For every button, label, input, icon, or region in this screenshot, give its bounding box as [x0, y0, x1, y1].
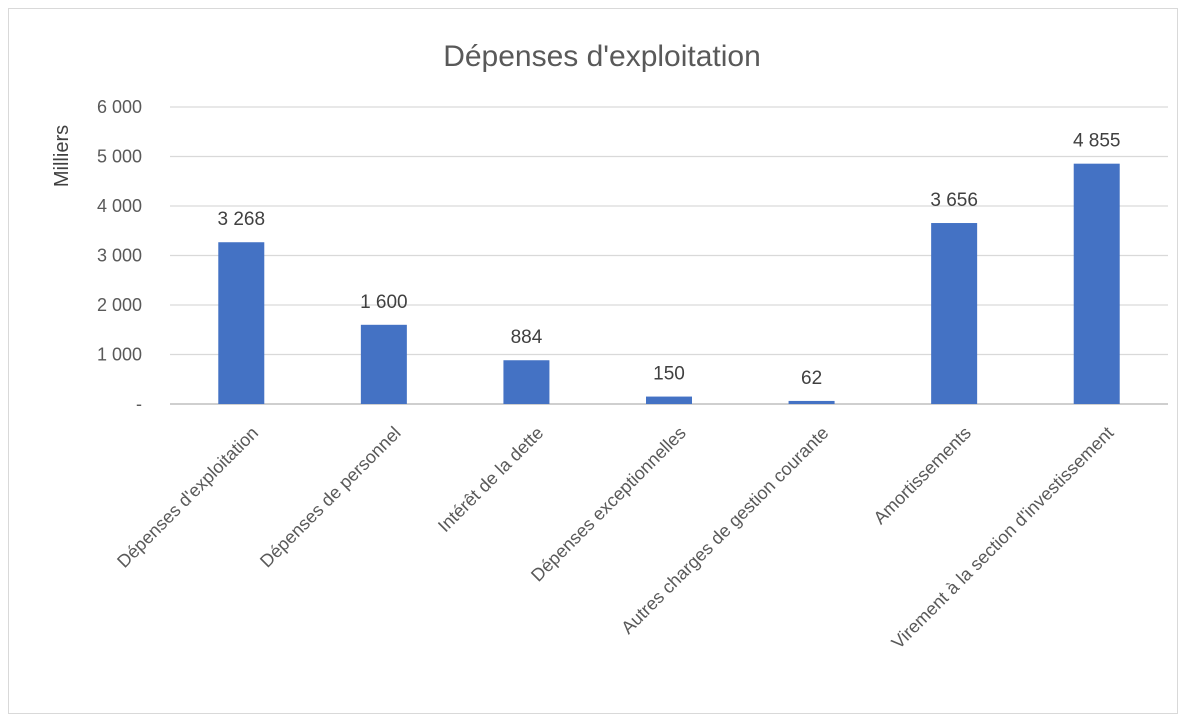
- bar: [931, 223, 978, 404]
- y-axis-label: Milliers: [51, 125, 73, 187]
- x-tick-label: Virement à la section d'investissement: [888, 423, 1118, 653]
- data-label: 884: [511, 327, 543, 348]
- y-tick-label: -: [136, 394, 142, 414]
- x-tick-label: Dépenses exceptionnelles: [527, 423, 690, 586]
- y-tick-label: 6 000: [97, 97, 142, 117]
- bar: [788, 400, 835, 404]
- chart-title: Dépenses d'exploitation: [443, 40, 761, 73]
- gridlines: [170, 106, 1168, 405]
- y-tick-label: 1 000: [97, 345, 142, 365]
- data-label: 3 656: [930, 190, 978, 211]
- data-label: 62: [801, 368, 822, 389]
- y-tick-label: 3 000: [97, 246, 142, 266]
- bars: [218, 163, 1120, 404]
- bar: [1073, 163, 1120, 404]
- bar: [503, 360, 550, 404]
- x-tick-label: Dépenses d'exploitation: [113, 423, 262, 572]
- bar: [646, 396, 692, 404]
- chart-frame: [8, 8, 1178, 714]
- x-tick-label: Dépenses de personnel: [256, 423, 405, 572]
- y-axis-ticks: - 1 000 2 000 3 000 4 000 5 000 6 000: [97, 97, 142, 414]
- data-label: 1 600: [360, 292, 408, 313]
- x-tick-label: Amortissements: [870, 423, 975, 528]
- bar: [360, 324, 407, 404]
- data-label: 4 855: [1073, 131, 1121, 152]
- data-label: 3 268: [218, 209, 266, 230]
- y-tick-label: 5 000: [97, 147, 142, 167]
- y-tick-label: 4 000: [97, 196, 142, 216]
- data-label: 150: [653, 364, 685, 385]
- bar: [218, 242, 265, 404]
- data-labels: 3 268 1 600 884 150 62 3 656 4 855: [218, 131, 1121, 389]
- y-tick-label: 2 000: [97, 295, 142, 315]
- x-tick-label: Intérêt de la dette: [434, 423, 547, 536]
